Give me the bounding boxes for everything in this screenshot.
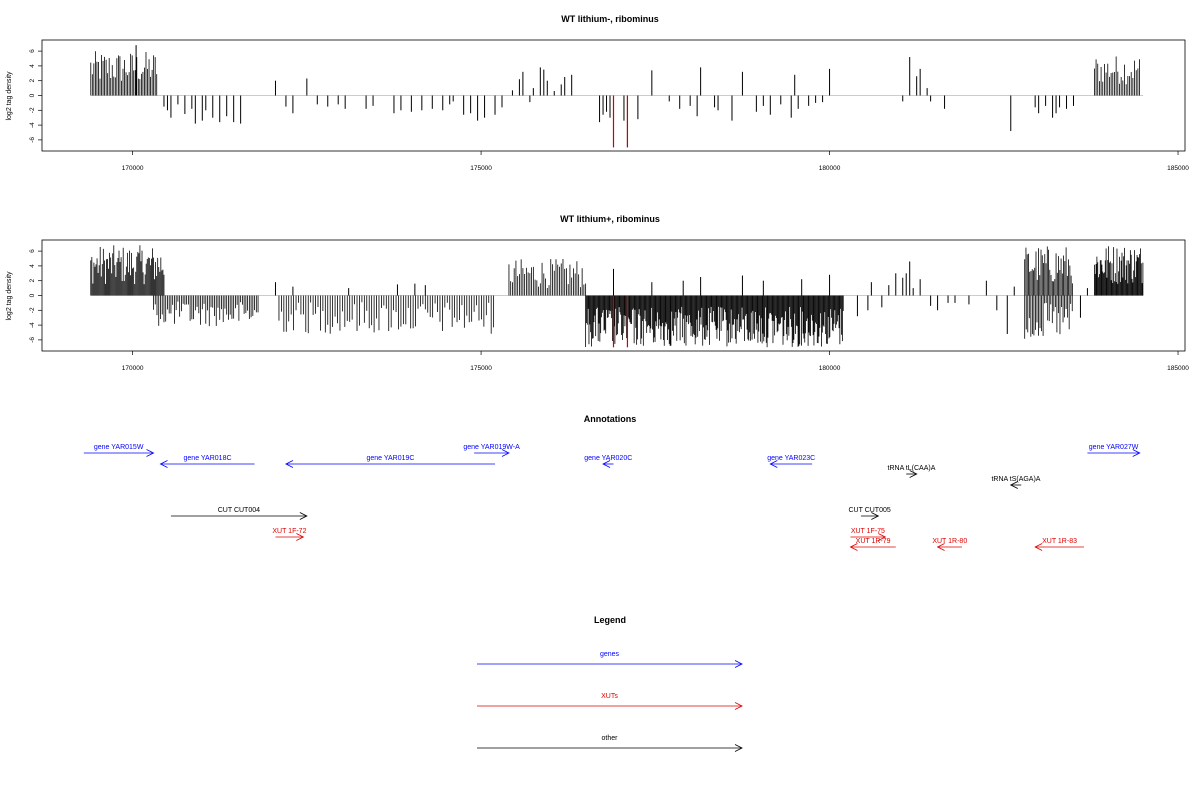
feature-trna-tl-caa-a: tRNA tL(CAA)A xyxy=(888,465,936,478)
feature-label: gene YAR019W-A xyxy=(463,444,520,451)
legend-item-genes: genes xyxy=(477,651,743,668)
arrow-head xyxy=(871,512,880,520)
x-tick-label: 170000 xyxy=(122,165,144,172)
feature-label: CUT CUT004 xyxy=(218,507,260,514)
y-tick-label: 0 xyxy=(29,93,36,97)
y-tick-label: 4 xyxy=(29,264,36,268)
arrow-head xyxy=(878,533,887,541)
x-tick-label: 175000 xyxy=(470,165,492,172)
feature-label: gene YAR027W xyxy=(1089,444,1139,451)
arrow-head xyxy=(936,543,945,551)
feature-label: tRNA tL(CAA)A xyxy=(888,465,936,472)
feature-trna-ts-aga-a: tRNA tS(AGA)A xyxy=(991,476,1041,489)
legend-label: XUTs xyxy=(601,693,618,700)
feature-gene-yar018c: gene YAR018C xyxy=(159,455,255,468)
y-tick-label: -2 xyxy=(29,307,36,313)
axes: -6 -4 -2 0 2 4 6 170000 175000 180000 185000 xyxy=(29,49,1189,172)
arrow-head xyxy=(769,460,778,468)
feature-label: XUT 1F-75 xyxy=(851,528,885,535)
arrow-head xyxy=(734,744,743,752)
x-tick-label: 185000 xyxy=(1167,165,1189,172)
legend-title: Legend xyxy=(594,615,626,625)
arrow-head xyxy=(909,470,918,478)
y-tick-label: -6 xyxy=(29,337,36,343)
y-tick-label: 2 xyxy=(29,279,36,283)
feature-xut-1r-79: XUT 1R-79 xyxy=(849,538,896,551)
feature-label: XUT 1R-80 xyxy=(932,538,967,545)
arrow-head xyxy=(849,543,858,551)
feature-label: XUT 1R-83 xyxy=(1042,538,1077,545)
x-tick-label: 180000 xyxy=(819,165,841,172)
panel-title: WT lithium-, ribominus xyxy=(561,14,659,24)
legend-items: genes XUTs other xyxy=(477,651,743,752)
arrow-head xyxy=(299,512,308,520)
y-tick-label: -4 xyxy=(29,322,36,328)
bar-group xyxy=(90,245,1144,348)
x-tick-label: 175000 xyxy=(470,365,492,372)
feature-label: XUT 1R-79 xyxy=(856,538,891,545)
track-panel-lithium-plus: WT lithium+, ribominus log2 tag density … xyxy=(6,214,1189,372)
legend-item-other: other xyxy=(477,735,743,752)
y-tick-label: -6 xyxy=(29,137,36,143)
feature-gene-yar020c: gene YAR020C xyxy=(584,455,632,468)
feature-label: gene YAR019C xyxy=(366,455,414,462)
feature-cut-cut005: CUT CUT005 xyxy=(848,507,891,520)
x-tick-label: 170000 xyxy=(122,365,144,372)
arrow-head xyxy=(1132,449,1141,457)
feature-label: gene YAR023C xyxy=(767,455,815,462)
legend: Legend genes XUTs other xyxy=(477,615,743,752)
y-axis-label: log2 tag density xyxy=(6,271,13,321)
y-axis-label: log2 tag density xyxy=(6,71,13,121)
feature-gene-yar019c: gene YAR019C xyxy=(285,455,496,468)
y-tick-label: 2 xyxy=(29,79,36,83)
feature-gene-yar019w-a: gene YAR019W-A xyxy=(463,444,520,457)
feature-label: tRNA tS(AGA)A xyxy=(991,476,1040,483)
x-tick-label: 180000 xyxy=(819,365,841,372)
y-tick-label: -2 xyxy=(29,107,36,113)
bar-group xyxy=(90,45,1144,148)
arrow-head xyxy=(734,660,743,668)
axes: -6 -4 -2 0 2 4 6 170000 175000 180000 185000 xyxy=(29,249,1189,372)
feature-xut-1f-72: XUT 1F-72 xyxy=(272,528,307,541)
annotation-features: gene YAR015W gene YAR018C gene YAR019C gene… xyxy=(83,444,1141,551)
arrow-head xyxy=(159,460,168,468)
track-panel-lithium-minus: WT lithium-, ribominus log2 tag density … xyxy=(6,14,1189,172)
arrow-head xyxy=(296,533,305,541)
feature-label: XUT 1F-72 xyxy=(272,528,306,535)
y-tick-label: 4 xyxy=(29,64,36,68)
arrow-head xyxy=(501,449,510,457)
feature-cut-cut004: CUT CUT004 xyxy=(170,507,308,520)
y-tick-label: -4 xyxy=(29,122,36,128)
feature-gene-yar015w: gene YAR015W xyxy=(83,444,155,457)
panel-title: WT lithium+, ribominus xyxy=(560,214,660,224)
feature-label: gene YAR018C xyxy=(184,455,232,462)
feature-label: gene YAR015W xyxy=(94,444,144,451)
arrow-head xyxy=(1034,543,1043,551)
y-tick-label: 6 xyxy=(29,49,36,53)
legend-item-XUTs: XUTs xyxy=(477,693,743,710)
arrow-head xyxy=(602,460,611,468)
arrow-head xyxy=(1009,481,1018,489)
arrow-head xyxy=(734,702,743,710)
y-tick-label: 0 xyxy=(29,293,36,297)
y-tick-label: 6 xyxy=(29,249,36,253)
feature-label: gene YAR020C xyxy=(584,455,632,462)
arrow-head xyxy=(285,460,294,468)
feature-gene-yar027w: gene YAR027W xyxy=(1087,444,1141,457)
feature-label: CUT CUT005 xyxy=(848,507,890,514)
arrow-head xyxy=(146,449,155,457)
feature-xut-1f-75: XUT 1F-75 xyxy=(850,528,887,541)
legend-label: genes xyxy=(600,651,620,658)
feature-gene-yar023c: gene YAR023C xyxy=(767,455,815,468)
feature-xut-1r-80: XUT 1R-80 xyxy=(932,538,967,551)
annotations-title: Annotations xyxy=(584,414,637,424)
x-tick-label: 185000 xyxy=(1167,365,1189,372)
legend-label: other xyxy=(602,735,619,742)
feature-xut-1r-83: XUT 1R-83 xyxy=(1034,538,1084,551)
